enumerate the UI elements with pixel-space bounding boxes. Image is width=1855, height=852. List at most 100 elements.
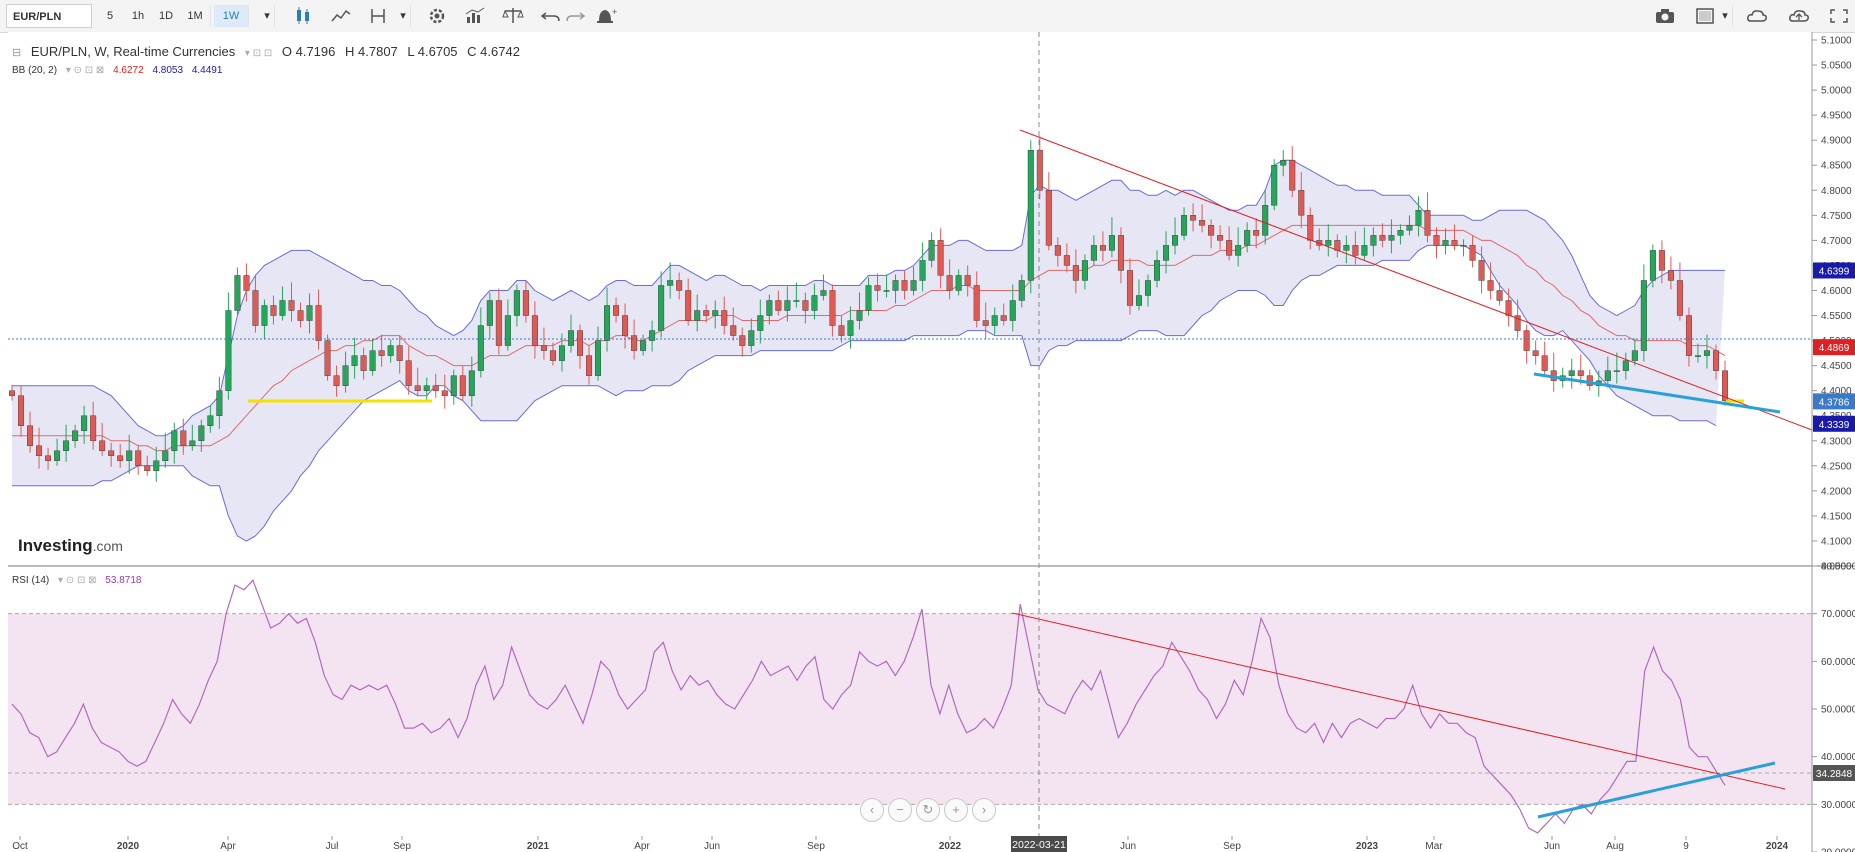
interval-1w[interactable]: 1W xyxy=(214,5,249,27)
interval-1d[interactable]: 1D xyxy=(152,5,181,27)
cloud-load-icon[interactable] xyxy=(1744,5,1770,27)
symbol-input[interactable]: EUR/PLN xyxy=(6,4,92,28)
undo-icon[interactable] xyxy=(538,5,564,27)
candle xyxy=(1722,360,1728,406)
candle xyxy=(1027,140,1034,294)
price-tick-label: 4.1000 xyxy=(1821,536,1852,547)
drawing-tools-icon[interactable] xyxy=(366,5,392,27)
candle xyxy=(486,292,493,339)
candle xyxy=(1487,262,1494,300)
redo-icon[interactable] xyxy=(562,5,588,27)
bb-settings-icon[interactable]: ▾ ⊙ ⊡ ⊠ xyxy=(65,65,105,76)
candle xyxy=(1631,338,1638,366)
candle xyxy=(1523,324,1530,364)
candle xyxy=(414,367,421,396)
x-tick-label: 2022 xyxy=(939,841,962,852)
candle xyxy=(1208,219,1215,249)
scale-icon[interactable] xyxy=(500,5,526,27)
candle xyxy=(1108,217,1115,258)
rsi-value: 53.8718 xyxy=(105,575,142,586)
price-tick-label: 4.2500 xyxy=(1821,461,1852,472)
candle xyxy=(721,296,728,335)
candle xyxy=(649,320,656,352)
candle xyxy=(1703,334,1710,369)
candle xyxy=(1694,343,1701,363)
candle xyxy=(243,263,250,302)
candle xyxy=(703,304,710,323)
candle xyxy=(360,347,367,380)
candle xyxy=(1469,235,1476,268)
cloud-save-icon[interactable] xyxy=(1786,5,1812,27)
candle xyxy=(1343,235,1350,264)
candle xyxy=(775,290,782,316)
title-menu-icon[interactable]: ▾ ⊡ ⊡ xyxy=(244,48,273,59)
candle xyxy=(1442,228,1449,255)
candle xyxy=(1667,256,1674,290)
x-tick-label: 9 xyxy=(1683,841,1689,852)
x-tick-label: 2024 xyxy=(1766,841,1789,852)
candle xyxy=(874,273,881,302)
zoom-in-button[interactable]: + xyxy=(944,798,968,822)
fullscreen-icon[interactable] xyxy=(1826,5,1852,27)
candle xyxy=(919,242,926,292)
candle xyxy=(622,303,629,349)
candle xyxy=(99,422,106,456)
drawing-dropdown-icon[interactable]: ▾ xyxy=(396,5,411,27)
candle xyxy=(324,334,331,381)
candle xyxy=(387,339,394,363)
candle xyxy=(477,307,484,378)
candle xyxy=(441,374,448,409)
candle xyxy=(432,373,439,398)
candle xyxy=(306,293,313,334)
svg-text:+: + xyxy=(612,7,617,17)
candle xyxy=(1126,258,1133,315)
chart-canvas[interactable]: 5.1000 5.0500 5.0000 4.9500 4.9000 4.8500 4.80… xyxy=(0,32,1855,852)
gear-icon[interactable] xyxy=(424,5,450,27)
camera-icon[interactable] xyxy=(1652,5,1678,27)
interval-5[interactable]: 5 xyxy=(96,5,125,27)
alert-icon[interactable]: + xyxy=(592,5,618,27)
candle xyxy=(1586,369,1593,391)
layout-icon[interactable] xyxy=(1692,5,1718,27)
legend-collapse-icon[interactable]: ⊟ xyxy=(12,47,22,59)
scroll-right-button[interactable]: › xyxy=(972,798,996,822)
candle xyxy=(1424,192,1431,243)
interval-1h[interactable]: 1h xyxy=(124,5,153,27)
candle xyxy=(865,277,872,316)
price-label: 4.3786 xyxy=(1819,397,1850,408)
candle xyxy=(423,377,430,402)
reset-zoom-button[interactable]: ↻ xyxy=(916,798,940,822)
candle xyxy=(36,427,43,469)
candle xyxy=(811,283,818,320)
x-tick-label: Oct xyxy=(12,841,28,852)
candle xyxy=(1280,150,1287,177)
compare-icon[interactable] xyxy=(462,5,488,27)
price-tick-label: 4.8500 xyxy=(1821,161,1852,172)
indicators-icon[interactable] xyxy=(328,5,354,27)
candle xyxy=(1658,240,1665,284)
chart-legend: ⊟ EUR/PLN, W, Real-time Currencies ▾ ⊡ ⊡… xyxy=(12,44,526,59)
candle xyxy=(838,315,845,343)
zoom-out-button[interactable]: − xyxy=(888,798,912,822)
candle xyxy=(991,307,998,335)
price-tick-label: 4.3000 xyxy=(1821,436,1852,447)
interval-1m[interactable]: 1M xyxy=(180,5,211,27)
scroll-left-button[interactable]: ‹ xyxy=(860,798,884,822)
candle xyxy=(459,365,466,401)
layout-dropdown-icon[interactable]: ▾ xyxy=(1718,5,1733,27)
price-tick-label: 4.2000 xyxy=(1821,486,1852,497)
candle xyxy=(1018,274,1025,308)
candle xyxy=(81,405,88,444)
x-tick-label: 2021 xyxy=(527,841,550,852)
candles-icon[interactable] xyxy=(290,5,316,27)
candle xyxy=(1009,284,1016,332)
toolbar: EUR/PLN 5 1h 1D 1M 1W ▾ ▾ + ▾ xyxy=(0,0,1855,33)
candle xyxy=(1144,274,1151,307)
candle xyxy=(252,274,259,333)
rsi-legend: RSI (14) ▾ ⊙ ⊡ ⊠ 53.8718 xyxy=(12,575,147,586)
candle xyxy=(820,274,827,301)
interval-dropdown-icon[interactable]: ▾ xyxy=(260,5,275,27)
x-tick-label: Mar xyxy=(1425,841,1443,852)
rsi-settings-icon[interactable]: ▾ ⊙ ⊡ ⊠ xyxy=(58,575,97,586)
candle xyxy=(270,295,277,325)
